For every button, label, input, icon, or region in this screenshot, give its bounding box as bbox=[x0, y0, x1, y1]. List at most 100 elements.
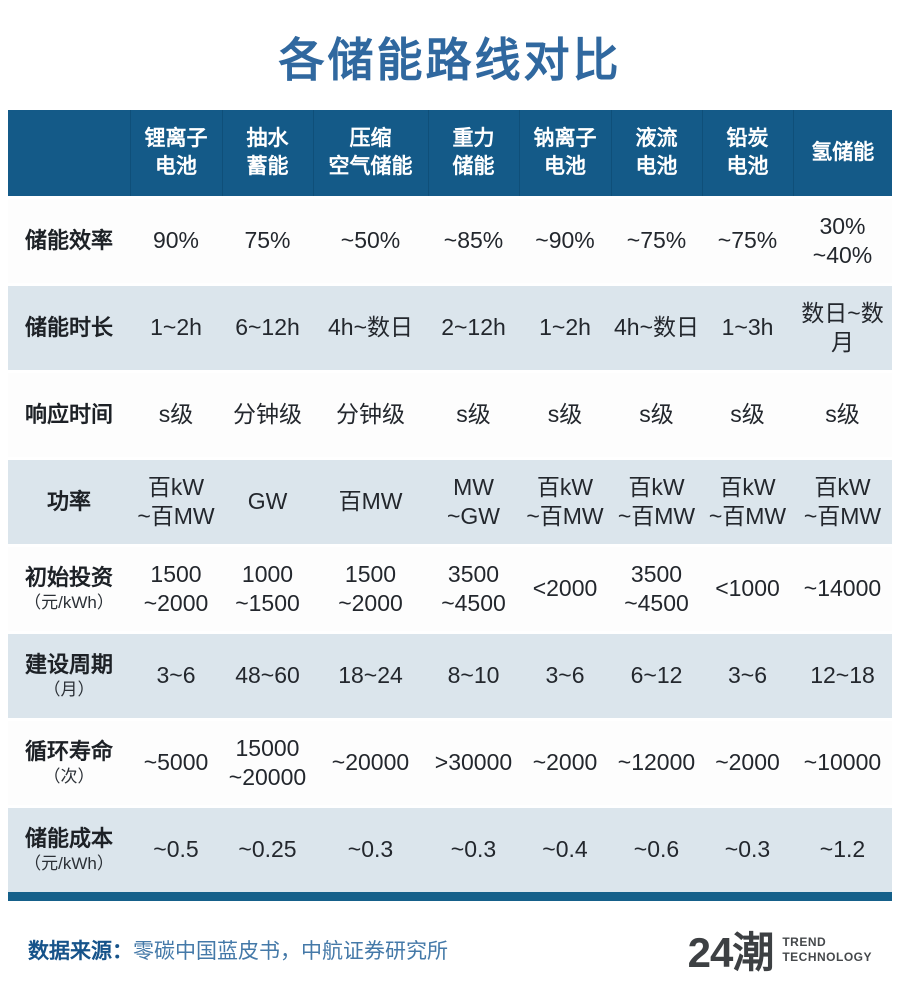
row-label: 初始投资 （元/kWh） bbox=[8, 546, 130, 633]
cell: ~75% bbox=[717, 227, 778, 254]
cell: 分钟级 bbox=[336, 401, 405, 428]
row-label-unit: （次） bbox=[43, 767, 95, 787]
row-label: 响应时间 bbox=[8, 372, 130, 459]
cell: 1~2h bbox=[539, 314, 591, 341]
cell: 百MW bbox=[338, 488, 403, 515]
cell: 30% ~40% bbox=[812, 212, 873, 268]
row-label-unit: （元/kWh） bbox=[24, 593, 114, 613]
row-label: 储能效率 bbox=[8, 198, 130, 285]
data-source: 数据来源：零碳中国蓝皮书，中航证券研究所 bbox=[28, 935, 448, 965]
table-row-power: 功率 百kW ~百MW GW 百MW MW ~GW 百kW ~百MW 百kW ~… bbox=[8, 458, 892, 546]
cell: ~75% bbox=[626, 227, 687, 254]
cell: s级 bbox=[730, 401, 765, 428]
row-label: 循环寿命 （次） bbox=[8, 720, 130, 807]
cell: 4h~数日 bbox=[613, 314, 699, 341]
cell: 3500 ~4500 bbox=[624, 560, 689, 616]
table-row-storage-cost: 储能成本 （元/kWh） ~0.5 ~0.25 ~0.3 ~0.3 ~0.4 ~0… bbox=[8, 806, 892, 893]
data-source-label: 数据来源： bbox=[28, 939, 133, 963]
table-row-response-time: 响应时间 s级 分钟级 分钟级 s级 s级 s级 s级 s级 bbox=[8, 371, 892, 459]
row-label-text: 初始投资 bbox=[24, 564, 113, 590]
table-row-initial-investment: 初始投资 （元/kWh） 1500 ~2000 1000 ~1500 1500 ~… bbox=[8, 545, 892, 633]
cell: ~50% bbox=[340, 227, 401, 254]
row-label-text: 循环寿命 bbox=[24, 738, 113, 764]
cell: ~0.6 bbox=[633, 836, 680, 863]
cell: 15000 ~20000 bbox=[228, 734, 307, 790]
page-title: 各储能路线对比 bbox=[278, 34, 622, 86]
row-label: 建设周期 （月） bbox=[8, 633, 130, 720]
cell: 百kW ~百MW bbox=[137, 473, 215, 529]
table-row-efficiency: 储能效率 90% 75% ~50% ~85% ~90% ~75% ~75% 30… bbox=[8, 197, 892, 285]
cell: 6~12 bbox=[630, 662, 683, 689]
cell: 1500 ~2000 bbox=[143, 560, 209, 616]
corner-cell bbox=[8, 110, 130, 198]
cell: >30000 bbox=[434, 749, 513, 776]
cell: 48~60 bbox=[235, 662, 300, 689]
column-header-lead-carbon: 铅炭 电池 bbox=[701, 110, 793, 198]
comparison-table-wrap: 锂离子 电池 抽水 蓄能 压缩 空气储能 重力 储能 钠离子 电池 液流 电池 … bbox=[8, 110, 892, 892]
cell: GW bbox=[247, 488, 288, 515]
cell: 90% bbox=[152, 227, 200, 254]
data-source-text: 零碳中国蓝皮书，中航证券研究所 bbox=[133, 939, 448, 963]
row-label-text: 储能时长 bbox=[24, 314, 113, 340]
logo-subtitle: TREND TECHNOLOGY bbox=[782, 935, 872, 965]
row-label-unit: （元/kWh） bbox=[24, 854, 114, 874]
column-header-lithium: 锂离子 电池 bbox=[129, 110, 222, 198]
logo-subtitle-line2: TECHNOLOGY bbox=[782, 949, 872, 964]
column-header-pumped-hydro: 抽水 蓄能 bbox=[221, 110, 313, 198]
cell: ~5000 bbox=[143, 749, 209, 776]
cell: s级 bbox=[158, 401, 194, 428]
cell: 8~10 bbox=[447, 662, 500, 689]
row-label: 储能成本 （元/kWh） bbox=[8, 807, 130, 893]
cell: 2~12h bbox=[441, 314, 506, 341]
cell: 百kW ~百MW bbox=[803, 473, 882, 529]
cell: 4h~数日 bbox=[327, 314, 413, 341]
table-row-construction-period: 建设周期 （月） 3~6 48~60 18~24 8~10 3~6 6~12 3~… bbox=[8, 632, 892, 720]
cell: 3~6 bbox=[156, 662, 196, 689]
cell: <1000 bbox=[715, 575, 780, 602]
footer: 数据来源：零碳中国蓝皮书，中航证券研究所 24潮 TREND TECHNOLOG… bbox=[28, 919, 872, 980]
cell: ~2000 bbox=[715, 749, 780, 776]
cell: s级 bbox=[825, 401, 860, 428]
cell: ~90% bbox=[535, 227, 595, 254]
row-label-unit: （月） bbox=[43, 680, 95, 700]
cell: s级 bbox=[456, 401, 491, 428]
row-label: 储能时长 bbox=[8, 285, 130, 372]
cell: MW ~GW bbox=[446, 473, 501, 529]
cell: s级 bbox=[639, 401, 674, 428]
cell: 3~6 bbox=[545, 662, 585, 689]
cell: 18~24 bbox=[338, 662, 403, 689]
logo-subtitle-line1: TREND bbox=[782, 934, 827, 949]
cell: ~0.3 bbox=[347, 836, 394, 863]
cell: 3500 ~4500 bbox=[441, 560, 506, 616]
cell: ~2000 bbox=[532, 749, 598, 776]
comparison-table: 锂离子 电池 抽水 蓄能 压缩 空气储能 重力 储能 钠离子 电池 液流 电池 … bbox=[8, 110, 892, 892]
table-row-duration: 储能时长 1~2h 6~12h 4h~数日 2~12h 1~2h 4h~数日 1… bbox=[8, 284, 892, 372]
header-row: 锂离子 电池 抽水 蓄能 压缩 空气储能 重力 储能 钠离子 电池 液流 电池 … bbox=[8, 110, 892, 198]
row-label-text: 响应时间 bbox=[24, 401, 113, 427]
cell: ~12000 bbox=[617, 749, 696, 776]
row-label-text: 建设周期 bbox=[24, 651, 113, 677]
cell: ~0.3 bbox=[724, 836, 771, 863]
row-label-text: 储能成本 bbox=[24, 825, 113, 851]
cell: ~0.5 bbox=[153, 836, 199, 863]
cell: 75% bbox=[244, 227, 291, 254]
cell: ~0.3 bbox=[450, 836, 497, 863]
row-label: 功率 bbox=[8, 459, 130, 546]
cell: s级 bbox=[547, 401, 583, 428]
cell: 分钟级 bbox=[233, 401, 302, 428]
cell: ~10000 bbox=[803, 749, 882, 776]
cell: 1000 ~1500 bbox=[235, 560, 300, 616]
cell: 3~6 bbox=[727, 662, 767, 689]
cell: 1~3h bbox=[721, 314, 774, 341]
table-bottom-bar bbox=[8, 892, 892, 901]
cell: ~85% bbox=[443, 227, 504, 254]
cell: ~14000 bbox=[803, 575, 882, 602]
cell: 百kW ~百MW bbox=[526, 473, 604, 529]
cell: 12~18 bbox=[810, 662, 875, 689]
cell: 1~2h bbox=[150, 314, 202, 341]
cell: <2000 bbox=[532, 575, 598, 602]
cell: ~0.25 bbox=[238, 836, 297, 863]
row-label-text: 功率 bbox=[46, 488, 91, 514]
cell: ~20000 bbox=[331, 749, 410, 776]
